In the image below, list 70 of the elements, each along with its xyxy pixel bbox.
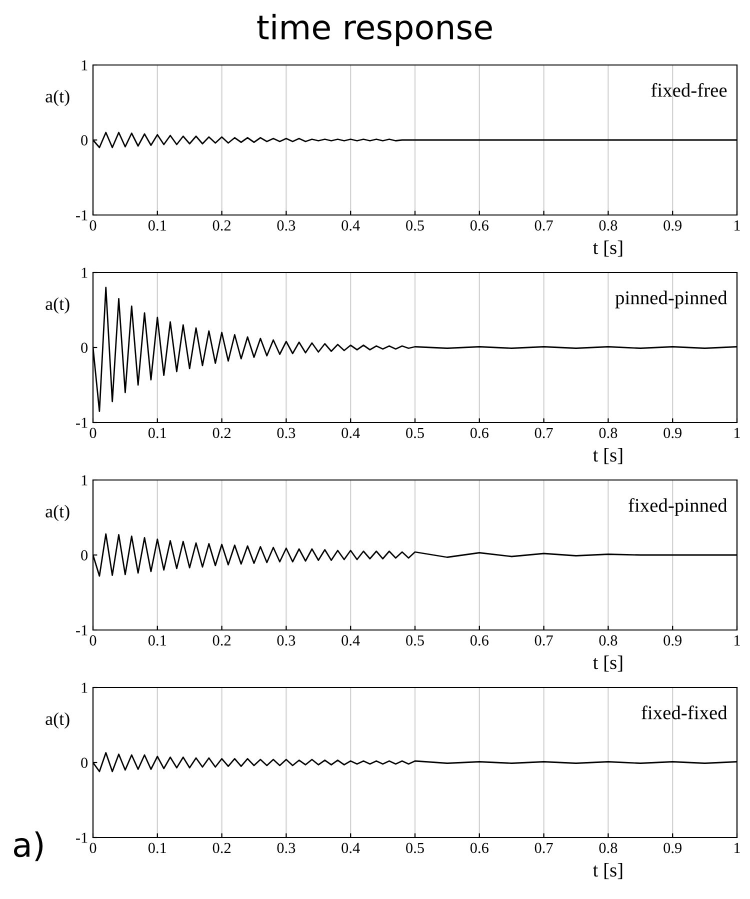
y-tick-label: 0	[81, 135, 88, 146]
x-tick-label: 0.1	[148, 842, 166, 854]
x-tick-label: 0.7	[534, 635, 553, 646]
x-tick-label: 0.8	[599, 220, 618, 231]
x-tick-label: 0	[90, 220, 96, 231]
x-tick-label: 0.8	[599, 842, 618, 854]
x-tick-label: 0.3	[277, 842, 296, 854]
x-tick-label: 0.1	[148, 428, 166, 438]
x-tick-label: 0.5	[406, 635, 424, 646]
x-tick-label: 0.6	[470, 220, 488, 231]
y-tick-label: -1	[76, 625, 88, 636]
x-tick-label: 0.4	[342, 220, 360, 231]
x-tick-label: 0.4	[342, 635, 360, 646]
x-tick-label: 0.2	[212, 428, 231, 438]
annotation: pinned-pinned	[615, 290, 728, 308]
y-tick-label: 1	[82, 268, 88, 278]
y-tick-label: -1	[76, 418, 88, 428]
y-tick-label: 0	[81, 758, 88, 768]
x-tick-label: 0.7	[534, 428, 553, 438]
y-tick-label: -1	[76, 832, 88, 843]
x-tick-label: 0.7	[534, 220, 553, 231]
x-axis-title: t [s]	[593, 240, 622, 257]
annotation: fixed-fixed	[642, 705, 728, 720]
annotation: fixed-free	[651, 82, 727, 97]
x-tick-label: 1	[734, 428, 740, 438]
x-tick-label: 0.7	[534, 842, 553, 854]
x-tick-label: 0	[90, 428, 96, 438]
y-axis-title: a(t)	[46, 90, 70, 106]
x-tick-label: 0.9	[664, 428, 682, 438]
y-axis-title: a(t)	[46, 297, 70, 314]
x-tick-label: 0.8	[599, 428, 618, 438]
y-tick-label: 1	[82, 60, 88, 70]
x-tick-label: 0.5	[406, 220, 424, 231]
x-axis-title: t [s]	[593, 448, 622, 464]
x-tick-label: 0.1	[148, 220, 166, 231]
y-tick-label: 0	[81, 342, 88, 353]
x-tick-label: 0.3	[277, 635, 296, 646]
y-tick-label: 0	[81, 550, 88, 560]
y-tick-label: 1	[82, 475, 88, 486]
x-tick-label: 1	[734, 842, 740, 853]
x-tick-label: 0.6	[470, 428, 488, 438]
x-tick-label: 0.9	[664, 635, 682, 646]
x-tick-label: 0.6	[470, 842, 488, 854]
x-tick-label: 1	[734, 220, 740, 230]
x-tick-label: 0.1	[148, 635, 166, 646]
x-tick-label: 0.2	[212, 635, 231, 646]
x-tick-label: 0.6	[470, 635, 488, 646]
x-axis-title: t [s]	[593, 656, 622, 672]
text: a)	[14, 831, 43, 862]
x-tick-label: 0	[90, 842, 96, 854]
y-tick-label: -1	[76, 210, 88, 220]
x-tick-label: 0.9	[664, 220, 682, 231]
x-tick-label: 0.4	[342, 842, 360, 854]
x-tick-label: 0	[90, 635, 96, 646]
x-tick-label: 0.3	[277, 220, 296, 231]
x-tick-label: 0.5	[406, 428, 424, 438]
annotation: fixed-pinned	[628, 498, 728, 516]
x-tick-label: 0.2	[212, 842, 231, 854]
x-tick-label: 0.8	[599, 635, 618, 646]
chart-title: time response	[257, 14, 492, 46]
x-tick-label: 0.2	[212, 220, 231, 231]
x-tick-label: 0.9	[664, 842, 682, 854]
y-axis-title: a(t)	[46, 712, 70, 729]
x-tick-label: 1	[734, 635, 740, 646]
x-axis-title: t [s]	[593, 863, 622, 880]
x-tick-label: 0.4	[342, 428, 360, 438]
x-tick-label: 0.3	[277, 428, 296, 438]
x-tick-label: 0.5	[406, 842, 424, 854]
y-tick-label: 1	[82, 682, 88, 693]
y-axis-title: a(t)	[46, 504, 70, 522]
